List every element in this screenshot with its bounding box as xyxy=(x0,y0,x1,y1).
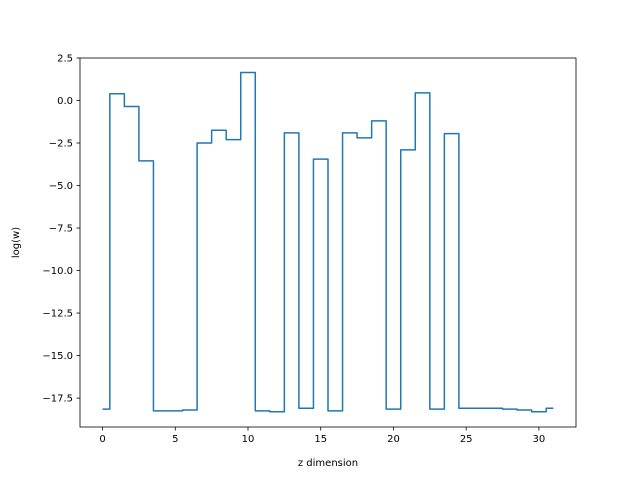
y-tick-label: −17.5 xyxy=(42,394,73,405)
series-layer xyxy=(102,71,554,413)
x-tick-label: 10 xyxy=(242,434,255,445)
x-tick-label: 20 xyxy=(387,434,400,445)
y-tick-label: 2.5 xyxy=(57,54,73,65)
x-tick-label: 25 xyxy=(460,434,473,445)
y-tick-label: −5.0 xyxy=(49,181,73,192)
axes-layer: 0 5 10 15 20 25 30 2.5 0.0 −2.5 −5.0 −7.5 −10.0 −12.5… xyxy=(42,54,577,445)
y-tick-label: 0.0 xyxy=(57,96,73,107)
x-tick-label: 15 xyxy=(314,434,327,445)
plot-frame xyxy=(79,57,577,428)
x-tick-label: 30 xyxy=(533,434,546,445)
y-tick-label: −10.0 xyxy=(42,266,73,277)
y-tick-label: −15.0 xyxy=(42,351,73,362)
y-tick-label: −7.5 xyxy=(49,224,73,235)
y-axis-label: log(w) xyxy=(11,227,22,258)
y-tick-label: −12.5 xyxy=(42,309,73,320)
y-tick-label: −2.5 xyxy=(49,139,73,150)
x-tick-label: 5 xyxy=(172,434,178,445)
series-line-0 xyxy=(102,71,554,413)
x-axis-label: z dimension xyxy=(298,458,358,469)
x-tick-label: 0 xyxy=(99,434,105,445)
